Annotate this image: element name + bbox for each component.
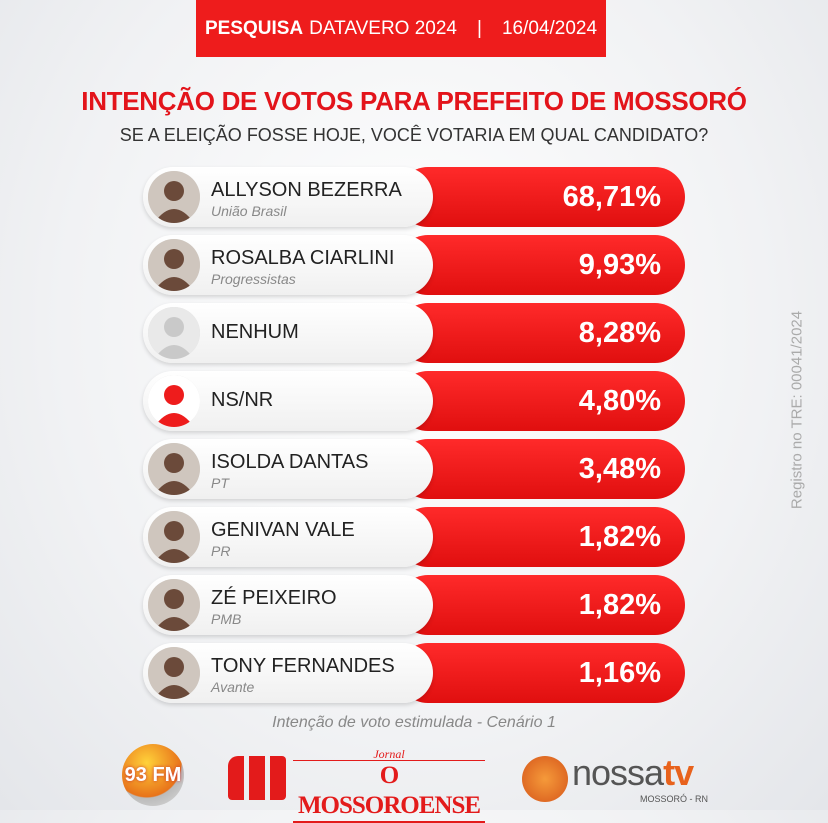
candidate-party: Progressistas xyxy=(211,271,296,287)
red-person-icon xyxy=(148,375,200,427)
header-bold: PESQUISA xyxy=(204,17,304,39)
sponsor-logos: 93 FM Jornal O MOSSOROENSE nossatv MOSSO… xyxy=(0,742,828,823)
percentage-bar: 1,16% xyxy=(398,643,685,703)
candidate-name: ISOLDA DANTAS xyxy=(211,451,369,473)
jornal-logo: Jornal O MOSSOROENSE xyxy=(293,748,485,823)
nossatv-logo xyxy=(522,756,568,802)
candidate-name: ALLYSON BEZERRA xyxy=(211,179,402,201)
candidate-party: PT xyxy=(211,475,229,491)
percentage-label: 9,93% xyxy=(578,248,661,281)
percentage-label: 1,82% xyxy=(578,588,661,621)
candidate-name: TONY FERNANDES xyxy=(211,655,395,677)
candidate-label: ZÉ PEIXEIRO PMB xyxy=(143,575,433,635)
candidate-photo xyxy=(148,511,200,563)
chart-title: INTENÇÃO DE VOTOS PARA PREFEITO DE MOSSO… xyxy=(81,86,747,116)
percentage-label: 8,28% xyxy=(578,316,661,349)
candidate-label: NENHUM xyxy=(143,303,433,363)
percentage-bar: 3,48% xyxy=(398,439,685,499)
candidate-name: NENHUM xyxy=(211,321,299,343)
percentage-bar: 1,82% xyxy=(398,575,685,635)
candidate-label: GENIVAN VALE PR xyxy=(143,507,433,567)
percentage-label: 4,80% xyxy=(578,384,661,417)
candidate-party: PR xyxy=(211,543,231,559)
percentage-bar: 1,82% xyxy=(398,507,685,567)
result-row: 1,82% GENIVAN VALE PR xyxy=(143,507,685,567)
candidate-photo xyxy=(148,647,200,699)
header-separator: | xyxy=(477,17,482,39)
percentage-label: 3,48% xyxy=(578,452,661,485)
candidate-party: União Brasil xyxy=(211,203,287,219)
percentage-bar: 4,80% xyxy=(398,371,685,431)
percentage-label: 68,71% xyxy=(562,180,661,213)
registry-note: Registro no TRE: 00041/2024 xyxy=(788,310,806,510)
candidate-name: ZÉ PEIXEIRO xyxy=(211,587,337,609)
footnote: Intenção de voto estimulada - Cenário 1 xyxy=(272,714,556,731)
percentage-bar: 68,71% xyxy=(398,167,685,227)
candidate-party: Avante xyxy=(211,679,255,695)
result-row: 9,93% ROSALBA CIARLINI Progressistas xyxy=(143,235,685,295)
survey-header: PESQUISA DATAVERO 2024 | 16/04/2024 xyxy=(196,0,606,57)
candidate-label: TONY FERNANDES Avante xyxy=(143,643,433,703)
candidate-label: NS/NR xyxy=(143,371,433,431)
jornal-logo-mark xyxy=(228,756,286,800)
gray-person-icon xyxy=(148,307,200,359)
result-row: 1,16% TONY FERNANDES Avante xyxy=(143,643,685,703)
result-row: 3,48% ISOLDA DANTAS PT xyxy=(143,439,685,499)
header-date: 16/04/2024 xyxy=(501,17,598,39)
header-survey: DATAVERO 2024 xyxy=(309,17,457,39)
percentage-bar: 8,28% xyxy=(398,303,685,363)
candidate-name: NS/NR xyxy=(211,389,274,411)
percentage-label: 1,16% xyxy=(578,656,661,689)
nossatv-subtitle: MOSSORÓ - RN xyxy=(640,794,709,804)
result-row: 4,80% NS/NR xyxy=(143,371,685,431)
nossatv-wordmark: nossatv xyxy=(572,752,694,793)
candidate-photo xyxy=(148,171,200,223)
candidate-label: ROSALBA CIARLINI Progressistas xyxy=(143,235,433,295)
candidate-photo xyxy=(148,579,200,631)
percentage-label: 1,82% xyxy=(578,520,661,553)
chart-subtitle: SE A ELEIÇÃO FOSSE HOJE, VOCÊ VOTARIA EM… xyxy=(119,125,709,145)
candidate-label: ISOLDA DANTAS PT xyxy=(143,439,433,499)
candidate-photo xyxy=(148,443,200,495)
results-list: 68,71% ALLYSON BEZERRA União Brasil 9,93% RO… xyxy=(143,167,685,711)
radio-93fm-logo: 93 FM xyxy=(122,744,184,806)
percentage-bar: 9,93% xyxy=(398,235,685,295)
candidate-photo xyxy=(148,239,200,291)
candidate-name: ROSALBA CIARLINI xyxy=(211,247,395,269)
candidate-name: GENIVAN VALE xyxy=(211,519,355,541)
result-row: 8,28% NENHUM xyxy=(143,303,685,363)
result-row: 1,82% ZÉ PEIXEIRO PMB xyxy=(143,575,685,635)
result-row: 68,71% ALLYSON BEZERRA União Brasil xyxy=(143,167,685,227)
candidate-label: ALLYSON BEZERRA União Brasil xyxy=(143,167,433,227)
candidate-party: PMB xyxy=(211,611,242,627)
